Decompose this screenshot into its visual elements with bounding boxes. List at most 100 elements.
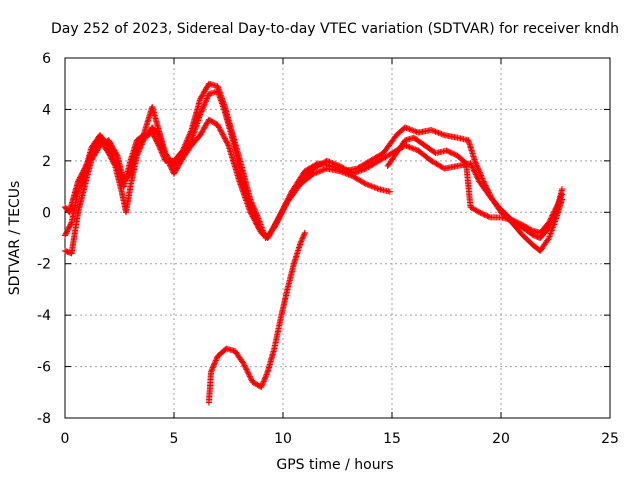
- data-point: [500, 216, 502, 219]
- data-point: [64, 234, 66, 237]
- data-point: [216, 90, 219, 93]
- x-tick-label: 5: [170, 431, 179, 447]
- y-tick-label: -4: [37, 308, 51, 324]
- data-point: [90, 147, 93, 149]
- data-point: [548, 221, 550, 224]
- data-point: [548, 237, 550, 239]
- data-point: [173, 160, 175, 162]
- data-point: [116, 154, 119, 157]
- data-point: [423, 144, 426, 147]
- data-point: [273, 347, 276, 350]
- data-point: [208, 118, 210, 121]
- data-point: [388, 190, 391, 193]
- data-point: [430, 129, 433, 131]
- data-point: [107, 139, 110, 142]
- y-tick-label: 6: [42, 51, 51, 67]
- data-point: [417, 149, 420, 152]
- data-point: [404, 126, 406, 129]
- data-point: [77, 180, 79, 183]
- data-point: [225, 347, 228, 350]
- data-point: [64, 250, 66, 252]
- data-point: [208, 401, 210, 404]
- x-tick-label: 20: [492, 431, 510, 447]
- data-point: [539, 250, 542, 252]
- data-point: [277, 216, 280, 219]
- data-point: [208, 82, 210, 85]
- data-point: [417, 131, 420, 134]
- data-point: [286, 288, 289, 291]
- data-point: [216, 355, 219, 358]
- data-point: [395, 152, 398, 155]
- data-point: [290, 190, 293, 193]
- data-point: [317, 162, 319, 165]
- x-tick-label: 10: [274, 431, 292, 447]
- data-point: [325, 160, 328, 162]
- data-point: [443, 134, 446, 137]
- data-point: [511, 219, 513, 221]
- data-point: [369, 160, 372, 162]
- data-point: [561, 193, 563, 196]
- data-point: [548, 226, 550, 229]
- data-point: [181, 154, 184, 157]
- data-point: [227, 144, 230, 147]
- data-point: [151, 106, 154, 108]
- data-point: [258, 226, 260, 229]
- x-axis-label: GPS time / hours: [276, 457, 393, 473]
- data-point: [303, 232, 306, 234]
- data-point: [240, 175, 243, 178]
- data-point: [99, 144, 101, 147]
- data-point: [142, 134, 145, 137]
- data-point: [157, 129, 160, 131]
- data-point: [190, 129, 193, 131]
- data-point: [530, 229, 533, 232]
- y-axis-label: SDTVAR / TECUs: [7, 181, 23, 296]
- data-point: [412, 136, 415, 139]
- data-point: [521, 234, 524, 237]
- data-point: [391, 152, 393, 155]
- data-point: [116, 165, 119, 167]
- data-point: [364, 167, 367, 170]
- data-point: [249, 206, 252, 209]
- x-tick-label: 0: [61, 431, 70, 447]
- series-markers: [62, 116, 393, 241]
- data-point: [325, 167, 328, 170]
- data-point: [260, 386, 263, 388]
- data-point: [330, 165, 332, 167]
- data-point: [107, 144, 110, 147]
- data-point: [123, 185, 125, 188]
- series-track-1: [62, 116, 393, 241]
- series-track-4: [205, 229, 308, 406]
- data-point: [164, 152, 167, 155]
- x-tick-label: 25: [601, 431, 619, 447]
- data-point: [521, 224, 524, 227]
- y-tick-label: 4: [42, 102, 51, 118]
- data-point: [208, 93, 210, 95]
- data-point: [532, 234, 535, 237]
- data-point: [216, 124, 219, 126]
- y-tick-label: -2: [37, 257, 51, 273]
- data-point: [164, 160, 167, 162]
- data-point: [68, 211, 71, 214]
- data-point: [378, 160, 380, 162]
- data-point: [199, 113, 202, 116]
- data-point: [434, 152, 437, 155]
- data-point: [467, 139, 470, 142]
- chart-title: Day 252 of 2023, Sidereal Day-to-day VTE…: [51, 21, 619, 37]
- data-point: [443, 167, 446, 170]
- data-point: [223, 108, 226, 111]
- y-tick-label: 2: [42, 154, 51, 170]
- data-point: [478, 180, 481, 183]
- data-point: [456, 154, 459, 157]
- data-point: [469, 162, 472, 165]
- data-point: [382, 152, 385, 155]
- data-point: [556, 203, 559, 206]
- data-point: [77, 211, 79, 214]
- data-point: [404, 144, 406, 147]
- series-track-3: [62, 88, 565, 254]
- data-point: [445, 149, 448, 152]
- data-point: [539, 232, 542, 234]
- data-point: [343, 170, 345, 173]
- data-point: [561, 188, 563, 191]
- data-point: [430, 160, 433, 162]
